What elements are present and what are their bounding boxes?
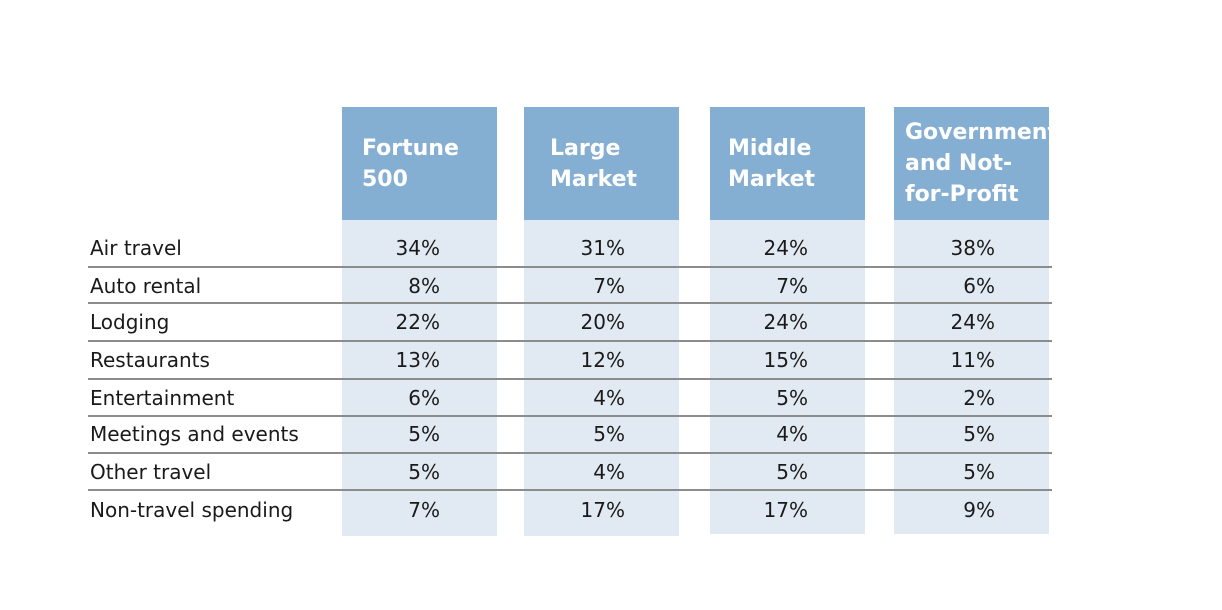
row-label: Restaurants xyxy=(90,348,210,372)
table-cell: 20% xyxy=(580,310,625,334)
column-header-line: Market xyxy=(550,166,638,192)
table-cell: 24% xyxy=(763,310,808,334)
table-cell: 8% xyxy=(408,274,440,298)
table-cell: 12% xyxy=(580,348,625,372)
row-label: Air travel xyxy=(90,236,182,260)
column-header-line: Government xyxy=(905,120,1058,145)
table-cell: 31% xyxy=(580,236,625,260)
table-cell: 24% xyxy=(950,310,995,334)
column-header-line: 500 xyxy=(362,166,408,192)
row-divider xyxy=(88,266,1052,268)
table-cell: 6% xyxy=(408,386,440,410)
table-cell: 38% xyxy=(950,236,995,260)
row-divider xyxy=(88,415,1052,417)
table-cell: 7% xyxy=(593,274,625,298)
row-divider xyxy=(88,452,1052,454)
row-divider xyxy=(88,378,1052,380)
table-cell: 7% xyxy=(776,274,808,298)
column-header-line: Large xyxy=(550,135,621,161)
table-cell: 7% xyxy=(408,498,440,522)
column-header: Government and Not-for-Profit xyxy=(894,107,1058,220)
table-cell: 17% xyxy=(763,498,808,522)
table-cell: 22% xyxy=(395,310,440,334)
column-header: Fortune 500 xyxy=(342,107,497,220)
table-cell: 15% xyxy=(763,348,808,372)
row-label: Non-travel spending xyxy=(90,498,294,522)
column-header-line: Fortune xyxy=(362,135,459,161)
table-cell: 11% xyxy=(950,348,995,372)
column-header-line: Middle xyxy=(728,135,812,161)
table-cell: 5% xyxy=(593,422,625,446)
table-cell: 4% xyxy=(593,460,625,484)
row-label: Auto rental xyxy=(90,274,202,298)
row-label: Meetings and events xyxy=(90,422,299,446)
table-cell: 5% xyxy=(963,422,995,446)
table-cell: 4% xyxy=(776,422,808,446)
table-cell: 5% xyxy=(776,460,808,484)
table-cell: 5% xyxy=(776,386,808,410)
column-background xyxy=(894,220,1049,534)
table-cell: 34% xyxy=(395,236,440,260)
row-label: Entertainment xyxy=(90,386,235,410)
column-header-line: Market xyxy=(728,166,816,192)
row-label: Lodging xyxy=(90,310,170,334)
table-cell: 13% xyxy=(395,348,440,372)
column-header-line: and Not- xyxy=(905,151,1013,176)
row-label: Other travel xyxy=(90,460,212,484)
table-cell: 24% xyxy=(763,236,808,260)
column-header-line: for-Profit xyxy=(905,182,1019,207)
row-divider xyxy=(88,489,1052,491)
table-cell: 5% xyxy=(408,422,440,446)
table-cell: 4% xyxy=(593,386,625,410)
row-divider xyxy=(88,302,1052,304)
table-cell: 9% xyxy=(963,498,995,522)
column-header: Middle Market xyxy=(710,107,865,220)
table-cell: 5% xyxy=(963,460,995,484)
table-cell: 17% xyxy=(580,498,625,522)
table-cell: 2% xyxy=(963,386,995,410)
column-header: Large Market xyxy=(524,107,679,220)
table-cell: 5% xyxy=(408,460,440,484)
table-cell: 6% xyxy=(963,274,995,298)
column-background xyxy=(710,220,865,534)
row-divider xyxy=(88,340,1052,342)
